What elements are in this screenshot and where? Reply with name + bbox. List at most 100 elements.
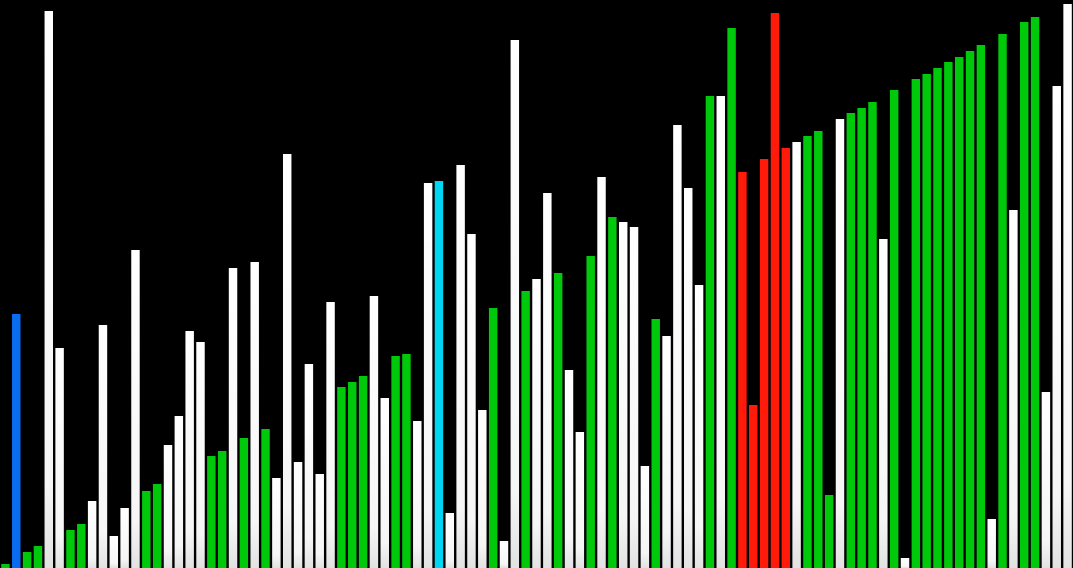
- bar-sorted: [488, 308, 498, 568]
- bar-default: [445, 513, 455, 568]
- bar-default: [272, 478, 281, 568]
- bar-sorted: [954, 57, 964, 568]
- bar-sorted: [846, 113, 856, 568]
- bar-sorted: [337, 387, 346, 568]
- bar-sorted: [391, 356, 400, 568]
- bar-sorted: [944, 62, 953, 568]
- bar-active: [759, 159, 769, 568]
- bar-default: [87, 501, 97, 568]
- bar-default: [792, 142, 801, 568]
- bar-active: [749, 405, 758, 568]
- bar-default: [499, 541, 509, 568]
- bar-sorted: [608, 217, 617, 568]
- bar-default: [326, 302, 335, 568]
- bar-sorted: [261, 429, 270, 568]
- bar-default: [1063, 4, 1072, 568]
- bar-default: [44, 11, 53, 568]
- bar-active: [770, 13, 780, 568]
- bar-default: [250, 262, 259, 568]
- bar-sorted: [1020, 22, 1029, 568]
- bar-default: [185, 331, 194, 568]
- bars-group: [1, 4, 1072, 568]
- bar-default: [131, 250, 140, 568]
- bar-default: [543, 193, 552, 568]
- bar-default: [120, 508, 129, 568]
- bar-sorted: [586, 256, 595, 568]
- bar-sorted: [965, 51, 975, 568]
- bar-default: [163, 445, 173, 568]
- bar-default: [716, 96, 725, 568]
- bar-sorted: [521, 291, 530, 568]
- bar-sorted: [239, 438, 249, 568]
- bar-sorted: [142, 491, 151, 568]
- bar-default: [98, 325, 108, 568]
- bar-current: [434, 181, 444, 568]
- bar-default: [1052, 86, 1061, 568]
- bar-default: [1041, 392, 1051, 568]
- bar-sorted: [1030, 17, 1040, 568]
- bar-default: [694, 285, 704, 568]
- bar-default: [564, 370, 574, 568]
- bar-default: [174, 416, 184, 568]
- bar-default: [315, 474, 324, 568]
- bar-default: [879, 239, 888, 568]
- bar-default: [304, 364, 314, 568]
- bar-sorted: [705, 96, 715, 568]
- bar-active: [738, 172, 747, 568]
- bar-default: [629, 227, 639, 568]
- bar-default: [532, 279, 541, 568]
- bar-active: [781, 148, 791, 568]
- bar-sorted: [33, 546, 43, 568]
- bar-sorted: [824, 495, 834, 568]
- bar-default: [1009, 210, 1018, 568]
- bar-default: [369, 296, 379, 568]
- bar-sorted: [152, 484, 162, 568]
- bar-default: [684, 188, 693, 568]
- bar-sorted: [402, 354, 411, 568]
- bar-default: [413, 421, 422, 568]
- bar-default: [900, 558, 910, 568]
- bar-sorted: [553, 273, 563, 568]
- bar-sorted: [803, 136, 812, 568]
- bar-default: [640, 466, 650, 568]
- bar-sorted: [857, 108, 866, 568]
- bar-sorted: [727, 28, 736, 568]
- bar-default: [835, 119, 845, 568]
- bar-default: [282, 154, 292, 568]
- bar-default: [293, 462, 303, 568]
- bar-pivot: [12, 314, 21, 568]
- bar-default: [55, 348, 64, 568]
- bar-sorted: [911, 79, 921, 568]
- bar-sorted: [77, 524, 86, 568]
- bar-sorted: [889, 90, 899, 568]
- bar-sorted: [217, 451, 227, 568]
- bar-sorted: [358, 376, 368, 568]
- bar-sorted: [22, 552, 32, 568]
- bar-sorted: [348, 382, 357, 568]
- bar-default: [109, 536, 119, 568]
- bar-sorted: [207, 456, 216, 568]
- bar-default: [987, 519, 996, 568]
- bar-default: [510, 40, 520, 568]
- bar-sorted: [922, 74, 931, 568]
- bar-default: [467, 234, 476, 568]
- bar-sorted: [814, 131, 823, 568]
- bar-default: [228, 268, 238, 568]
- bar-default: [597, 177, 606, 568]
- bar-sorted: [651, 319, 660, 568]
- bar-sorted: [868, 102, 877, 568]
- bar-default: [380, 398, 389, 568]
- bar-default: [456, 165, 465, 568]
- bar-sorted: [998, 34, 1007, 568]
- bar-default: [196, 342, 205, 568]
- bar-default: [478, 410, 487, 568]
- bar-sorted: [66, 530, 75, 568]
- bar-default: [662, 336, 671, 568]
- bar-sorted: [1, 564, 10, 568]
- bar-default: [618, 222, 628, 568]
- bar-default: [673, 125, 682, 568]
- bar-sorted: [976, 45, 986, 568]
- bar-sorted: [933, 68, 942, 568]
